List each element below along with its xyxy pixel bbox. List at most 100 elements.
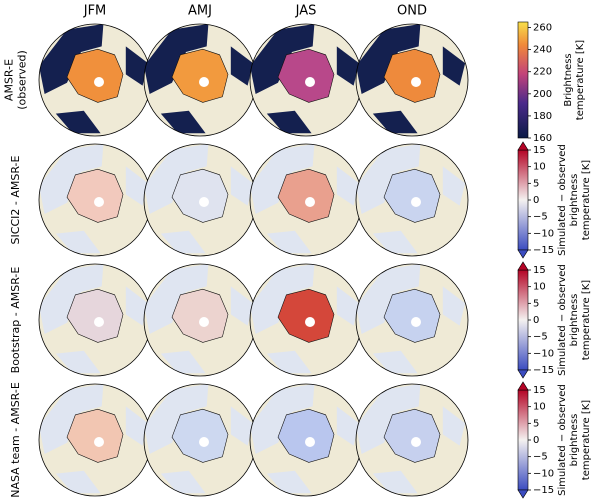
map-sea-ice (277, 288, 335, 343)
map-sea-ice (277, 48, 335, 103)
column-header: AMJ (188, 4, 212, 19)
column-header: JAS (295, 4, 317, 19)
colorbar-tick-label: 180 (533, 111, 552, 122)
colorbar-tick-label: −5 (533, 212, 548, 223)
map-ocean (160, 110, 206, 134)
colorbar-tick-label: 0 (533, 195, 539, 206)
map-ocean (356, 384, 421, 454)
map-ocean (250, 144, 315, 214)
map (250, 384, 362, 496)
map (39, 264, 151, 376)
colorbar-tick-label: −5 (533, 332, 548, 343)
map-ocean (372, 110, 418, 134)
colorbar-tick-label: 5 (533, 178, 539, 189)
map-pole (199, 197, 209, 207)
map-ocean (372, 350, 418, 374)
colorbar (517, 269, 529, 371)
map-pole (94, 317, 104, 327)
colorbar-tick-label: 15 (533, 265, 546, 276)
colorbar-extend (517, 261, 529, 271)
map-ocean (55, 230, 101, 254)
map-ocean (125, 166, 149, 206)
map-ocean (442, 406, 466, 446)
map-ocean (125, 46, 149, 86)
colorbar-extend (517, 249, 529, 259)
colorbar-tick-label: 200 (533, 89, 552, 100)
map-ocean (266, 110, 312, 134)
map-ocean (230, 406, 254, 446)
map-ocean (372, 470, 418, 494)
colorbar-tick-label: 0 (533, 435, 539, 446)
map-ocean (125, 406, 149, 446)
colorbar-extend (517, 381, 529, 391)
map-ocean (356, 144, 421, 214)
map-sea-ice (383, 408, 441, 463)
colorbar-tick-label: 10 (533, 402, 546, 413)
map-border (355, 23, 469, 137)
map-ocean (336, 46, 360, 86)
colorbar-tick-label: −15 (533, 245, 554, 256)
map-sea-ice (66, 48, 124, 103)
map (144, 264, 256, 376)
colorbar-tick-label: 160 (533, 133, 552, 144)
colorbar-tick-label: 5 (533, 418, 539, 429)
map-ocean (230, 166, 254, 206)
map-ocean (230, 286, 254, 326)
colorbar-tick-label: −15 (533, 365, 554, 376)
map-sea-ice (66, 408, 124, 463)
map (39, 384, 151, 496)
colorbar (517, 21, 529, 139)
map-pole (305, 317, 315, 327)
map-border (355, 263, 469, 377)
colorbar-label: temperature [K] (581, 400, 592, 480)
colorbar-tick-label: −10 (533, 348, 554, 359)
colorbar-label: Simulated − observed (557, 384, 568, 496)
map-border (355, 143, 469, 257)
colorbar-label: brightness (569, 174, 580, 227)
map-pole (305, 77, 315, 87)
map-ocean (250, 24, 315, 94)
map (356, 144, 468, 256)
map (39, 144, 151, 256)
map-ocean (442, 286, 466, 326)
colorbar-tick-label: −15 (533, 485, 554, 496)
map-ocean (39, 24, 104, 94)
map (39, 24, 151, 136)
colorbar-tick-label: 15 (533, 385, 546, 396)
colorbar-label: brightness (569, 294, 580, 347)
map-sea-ice (171, 408, 229, 463)
colorbar-tick-label: 220 (533, 67, 552, 78)
colorbar-label: temperature [K] (581, 160, 592, 240)
map (356, 384, 468, 496)
map-ocean (144, 384, 209, 454)
map-ocean (160, 350, 206, 374)
map (356, 264, 468, 376)
colorbar-extend (517, 489, 529, 499)
map-ocean (356, 24, 421, 94)
map-ocean (266, 350, 312, 374)
map-ocean (39, 144, 104, 214)
map-ocean (250, 384, 315, 454)
map-pole (199, 77, 209, 87)
colorbar-tick-label: 0 (533, 315, 539, 326)
map-ocean (266, 470, 312, 494)
map-pole (94, 77, 104, 87)
map-sea-ice (171, 48, 229, 103)
map-sea-ice (383, 288, 441, 343)
map (250, 144, 362, 256)
map-pole (411, 77, 421, 87)
colorbar-tick-label: 10 (533, 162, 546, 173)
map (144, 24, 256, 136)
colorbar-label: temperature [K] (575, 40, 586, 120)
colorbar-label: temperature [K] (581, 280, 592, 360)
colorbar-extend (517, 141, 529, 151)
map-pole (305, 197, 315, 207)
map-sea-ice (171, 168, 229, 223)
map-sea-ice (171, 288, 229, 343)
colorbar-label: Simulated − observed (557, 144, 568, 256)
map-ocean (336, 406, 360, 446)
row-label: AMSR-E (3, 59, 16, 101)
map-ocean (144, 144, 209, 214)
map (250, 24, 362, 136)
